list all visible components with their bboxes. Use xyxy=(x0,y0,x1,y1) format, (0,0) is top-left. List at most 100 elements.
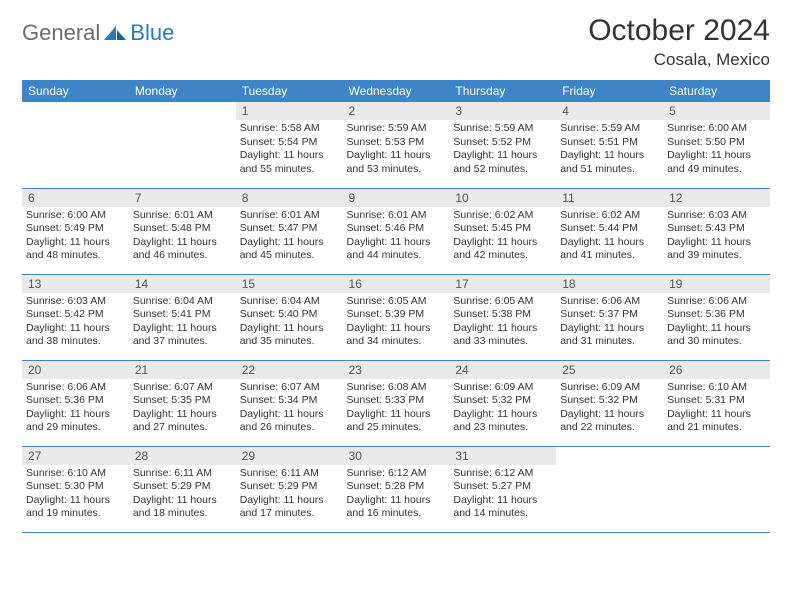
sunrise-text: Sunrise: 5:58 AM xyxy=(240,122,339,136)
daylight-text: Daylight: 11 hours and 53 minutes. xyxy=(347,149,446,176)
calendar-day-cell: 30Sunrise: 6:12 AMSunset: 5:28 PMDayligh… xyxy=(343,446,450,532)
sunset-text: Sunset: 5:39 PM xyxy=(347,308,446,322)
calendar-day-cell: 26Sunrise: 6:10 AMSunset: 5:31 PMDayligh… xyxy=(663,360,770,446)
calendar-day-cell: 16Sunrise: 6:05 AMSunset: 5:39 PMDayligh… xyxy=(343,274,450,360)
day-number: 4 xyxy=(556,102,663,120)
calendar-day-cell: 1Sunrise: 5:58 AMSunset: 5:54 PMDaylight… xyxy=(236,102,343,188)
day-number xyxy=(556,447,663,451)
day-details: Sunrise: 5:59 AMSunset: 5:51 PMDaylight:… xyxy=(556,120,663,181)
day-number xyxy=(22,102,129,106)
day-number: 3 xyxy=(449,102,556,120)
day-details: Sunrise: 6:12 AMSunset: 5:27 PMDaylight:… xyxy=(449,465,556,526)
day-details: Sunrise: 6:03 AMSunset: 5:42 PMDaylight:… xyxy=(22,293,129,354)
calendar-week-row: 13Sunrise: 6:03 AMSunset: 5:42 PMDayligh… xyxy=(22,274,770,360)
sunset-text: Sunset: 5:46 PM xyxy=(347,222,446,236)
header: General Blue October 2024 Cosala, Mexico xyxy=(22,14,770,70)
day-number: 18 xyxy=(556,275,663,293)
calendar-day-cell: 15Sunrise: 6:04 AMSunset: 5:40 PMDayligh… xyxy=(236,274,343,360)
daylight-text: Daylight: 11 hours and 21 minutes. xyxy=(667,408,766,435)
day-details: Sunrise: 6:06 AMSunset: 5:36 PMDaylight:… xyxy=(663,293,770,354)
day-details: Sunrise: 5:59 AMSunset: 5:52 PMDaylight:… xyxy=(449,120,556,181)
day-details: Sunrise: 5:58 AMSunset: 5:54 PMDaylight:… xyxy=(236,120,343,181)
day-details: Sunrise: 6:02 AMSunset: 5:44 PMDaylight:… xyxy=(556,207,663,268)
calendar-day-cell: 13Sunrise: 6:03 AMSunset: 5:42 PMDayligh… xyxy=(22,274,129,360)
daylight-text: Daylight: 11 hours and 14 minutes. xyxy=(453,494,552,521)
daylight-text: Daylight: 11 hours and 51 minutes. xyxy=(560,149,659,176)
sunrise-text: Sunrise: 6:01 AM xyxy=(133,209,232,223)
sunset-text: Sunset: 5:44 PM xyxy=(560,222,659,236)
daylight-text: Daylight: 11 hours and 18 minutes. xyxy=(133,494,232,521)
day-details: Sunrise: 6:10 AMSunset: 5:30 PMDaylight:… xyxy=(22,465,129,526)
calendar-week-row: 20Sunrise: 6:06 AMSunset: 5:36 PMDayligh… xyxy=(22,360,770,446)
sunset-text: Sunset: 5:28 PM xyxy=(347,480,446,494)
day-number: 24 xyxy=(449,361,556,379)
sunrise-text: Sunrise: 6:07 AM xyxy=(240,381,339,395)
calendar-day-cell: 11Sunrise: 6:02 AMSunset: 5:44 PMDayligh… xyxy=(556,188,663,274)
day-details: Sunrise: 6:06 AMSunset: 5:37 PMDaylight:… xyxy=(556,293,663,354)
calendar-day-cell: 12Sunrise: 6:03 AMSunset: 5:43 PMDayligh… xyxy=(663,188,770,274)
calendar-day-cell: 21Sunrise: 6:07 AMSunset: 5:35 PMDayligh… xyxy=(129,360,236,446)
calendar-day-cell: 8Sunrise: 6:01 AMSunset: 5:47 PMDaylight… xyxy=(236,188,343,274)
weekday-header: Sunday xyxy=(22,80,129,102)
weekday-header: Thursday xyxy=(449,80,556,102)
sunrise-text: Sunrise: 6:00 AM xyxy=(26,209,125,223)
day-details: Sunrise: 6:02 AMSunset: 5:45 PMDaylight:… xyxy=(449,207,556,268)
sunrise-text: Sunrise: 6:01 AM xyxy=(240,209,339,223)
sunset-text: Sunset: 5:54 PM xyxy=(240,136,339,150)
logo-text-blue: Blue xyxy=(130,20,174,46)
sunrise-text: Sunrise: 6:04 AM xyxy=(240,295,339,309)
day-details: Sunrise: 6:01 AMSunset: 5:48 PMDaylight:… xyxy=(129,207,236,268)
sunrise-text: Sunrise: 6:05 AM xyxy=(453,295,552,309)
sunrise-text: Sunrise: 6:00 AM xyxy=(667,122,766,136)
weekday-header: Wednesday xyxy=(343,80,450,102)
day-number: 20 xyxy=(22,361,129,379)
daylight-text: Daylight: 11 hours and 52 minutes. xyxy=(453,149,552,176)
calendar-day-cell: 23Sunrise: 6:08 AMSunset: 5:33 PMDayligh… xyxy=(343,360,450,446)
daylight-text: Daylight: 11 hours and 55 minutes. xyxy=(240,149,339,176)
calendar-day-cell: 7Sunrise: 6:01 AMSunset: 5:48 PMDaylight… xyxy=(129,188,236,274)
daylight-text: Daylight: 11 hours and 35 minutes. xyxy=(240,322,339,349)
day-number: 6 xyxy=(22,189,129,207)
sunset-text: Sunset: 5:40 PM xyxy=(240,308,339,322)
sunset-text: Sunset: 5:27 PM xyxy=(453,480,552,494)
sunrise-text: Sunrise: 6:01 AM xyxy=(347,209,446,223)
day-number: 27 xyxy=(22,447,129,465)
daylight-text: Daylight: 11 hours and 34 minutes. xyxy=(347,322,446,349)
day-number: 23 xyxy=(343,361,450,379)
day-number: 2 xyxy=(343,102,450,120)
sunrise-text: Sunrise: 6:06 AM xyxy=(26,381,125,395)
day-number xyxy=(663,447,770,451)
daylight-text: Daylight: 11 hours and 39 minutes. xyxy=(667,236,766,263)
daylight-text: Daylight: 11 hours and 46 minutes. xyxy=(133,236,232,263)
sunset-text: Sunset: 5:29 PM xyxy=(240,480,339,494)
calendar-day-cell: 5Sunrise: 6:00 AMSunset: 5:50 PMDaylight… xyxy=(663,102,770,188)
day-details: Sunrise: 6:00 AMSunset: 5:49 PMDaylight:… xyxy=(22,207,129,268)
day-details: Sunrise: 6:07 AMSunset: 5:35 PMDaylight:… xyxy=(129,379,236,440)
daylight-text: Daylight: 11 hours and 42 minutes. xyxy=(453,236,552,263)
calendar-day-cell xyxy=(22,102,129,188)
sunrise-text: Sunrise: 6:06 AM xyxy=(667,295,766,309)
sunrise-text: Sunrise: 6:02 AM xyxy=(453,209,552,223)
day-details: Sunrise: 6:06 AMSunset: 5:36 PMDaylight:… xyxy=(22,379,129,440)
calendar-day-cell: 10Sunrise: 6:02 AMSunset: 5:45 PMDayligh… xyxy=(449,188,556,274)
weekday-header: Monday xyxy=(129,80,236,102)
day-number: 26 xyxy=(663,361,770,379)
day-number: 14 xyxy=(129,275,236,293)
sunset-text: Sunset: 5:34 PM xyxy=(240,394,339,408)
logo-text-general: General xyxy=(22,20,100,46)
sunset-text: Sunset: 5:41 PM xyxy=(133,308,232,322)
daylight-text: Daylight: 11 hours and 25 minutes. xyxy=(347,408,446,435)
day-number: 12 xyxy=(663,189,770,207)
day-details: Sunrise: 6:01 AMSunset: 5:47 PMDaylight:… xyxy=(236,207,343,268)
sunset-text: Sunset: 5:35 PM xyxy=(133,394,232,408)
day-number: 31 xyxy=(449,447,556,465)
weekday-header-row: Sunday Monday Tuesday Wednesday Thursday… xyxy=(22,80,770,102)
daylight-text: Daylight: 11 hours and 38 minutes. xyxy=(26,322,125,349)
day-details: Sunrise: 6:01 AMSunset: 5:46 PMDaylight:… xyxy=(343,207,450,268)
day-details: Sunrise: 6:05 AMSunset: 5:38 PMDaylight:… xyxy=(449,293,556,354)
day-details: Sunrise: 6:05 AMSunset: 5:39 PMDaylight:… xyxy=(343,293,450,354)
day-details: Sunrise: 5:59 AMSunset: 5:53 PMDaylight:… xyxy=(343,120,450,181)
daylight-text: Daylight: 11 hours and 29 minutes. xyxy=(26,408,125,435)
day-number: 9 xyxy=(343,189,450,207)
calendar-day-cell: 25Sunrise: 6:09 AMSunset: 5:32 PMDayligh… xyxy=(556,360,663,446)
